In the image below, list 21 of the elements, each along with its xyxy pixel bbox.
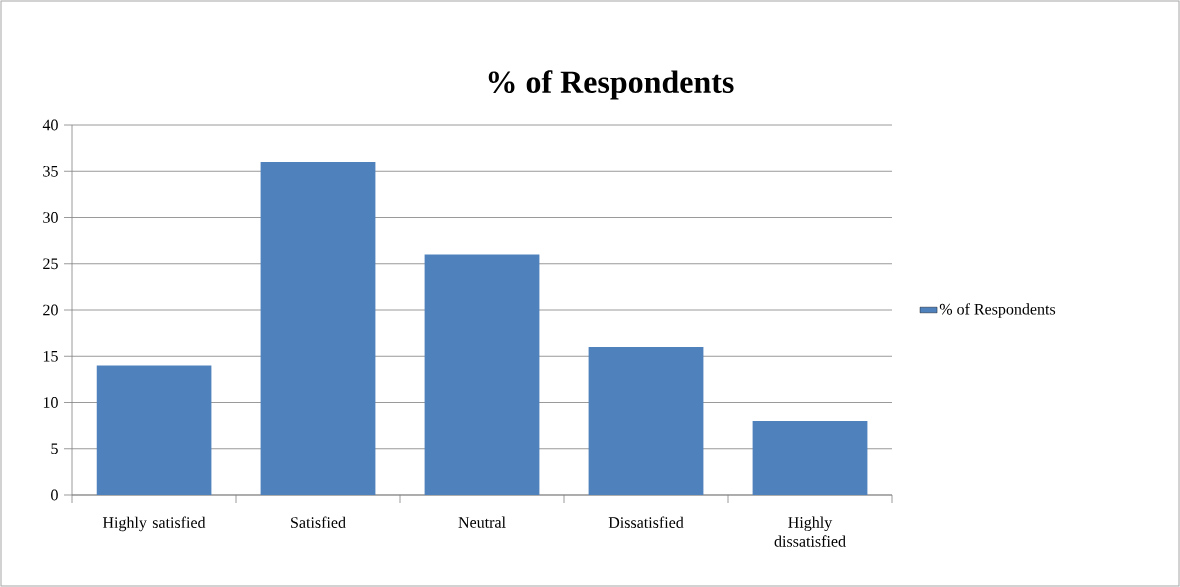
y-tick-label: 0 — [51, 489, 58, 501]
chart-title: % of Respondents — [488, 70, 734, 100]
y-tick-label: 5 — [51, 443, 58, 455]
y-tick-label: 35 — [43, 165, 58, 177]
x-tick-label: Satisfied — [291, 516, 346, 528]
x-tick-label: Highly satisfied — [102, 516, 206, 532]
legend-label: % of Respondents — [939, 303, 1056, 318]
x-tick-label: Dissatisfied — [608, 516, 684, 528]
bar — [752, 421, 868, 495]
x-tick-label: Neutral — [458, 516, 506, 528]
y-tick-label: 40 — [42, 119, 58, 131]
x-tick-label: Highly dissatisfied — [774, 516, 846, 547]
bar — [260, 162, 376, 495]
y-tick-label: 20 — [43, 304, 58, 316]
bar — [96, 365, 212, 495]
y-tick-label: 30 — [43, 212, 58, 223]
bar — [588, 347, 704, 495]
bar — [424, 254, 540, 495]
y-tick-label: 25 — [43, 258, 58, 270]
y-tick-label: 10 — [43, 397, 58, 408]
y-tick-label: 15 — [43, 350, 58, 362]
